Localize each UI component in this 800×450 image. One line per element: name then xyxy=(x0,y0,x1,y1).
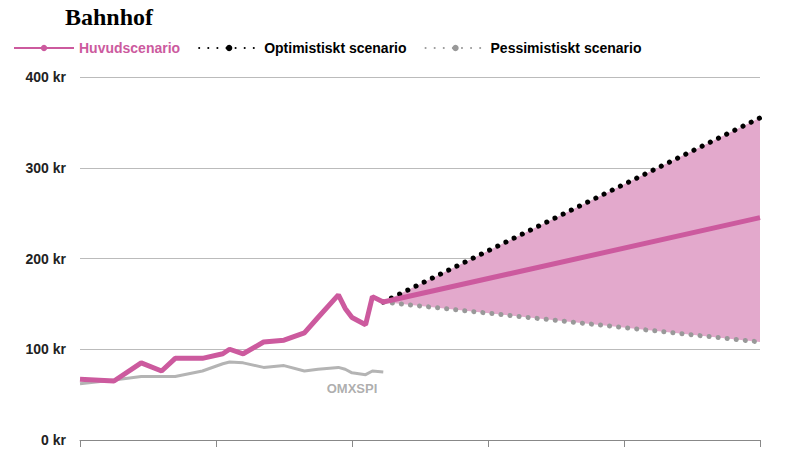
svg-text:Bahnhof: Bahnhof xyxy=(65,4,154,30)
svg-text:OMXSPI: OMXSPI xyxy=(327,381,378,396)
svg-text:100 kr: 100 kr xyxy=(26,341,67,357)
svg-text:Huvudscenario: Huvudscenario xyxy=(79,40,180,56)
svg-text:300 kr: 300 kr xyxy=(26,160,67,176)
svg-text:200 kr: 200 kr xyxy=(26,251,67,267)
svg-text:400 kr: 400 kr xyxy=(26,69,67,85)
svg-text:0 kr: 0 kr xyxy=(41,432,66,448)
svg-text:Optimistiskt scenario: Optimistiskt scenario xyxy=(264,40,406,56)
svg-text:Pessimistiskt scenario: Pessimistiskt scenario xyxy=(491,40,642,56)
